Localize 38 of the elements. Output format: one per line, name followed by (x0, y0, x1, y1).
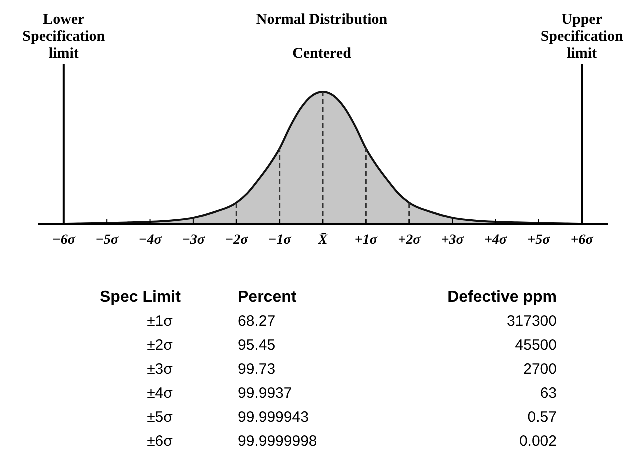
x-tick-label: +1σ (354, 233, 378, 248)
text: ±4σ (147, 385, 174, 402)
chart-subtitle: Centered (292, 46, 352, 62)
text: ±1σ (147, 313, 174, 330)
ref-line-label: Upper Specification limit (540, 12, 624, 62)
x-tick-label: X̄ (317, 232, 328, 248)
text: 99.9937 (238, 385, 292, 402)
text: ±6σ (147, 433, 174, 450)
x-tick-label: +4σ (484, 233, 508, 248)
text: Spec Limit (100, 289, 182, 306)
x-tick-label: −5σ (96, 233, 120, 248)
text: 68.27 (238, 313, 276, 330)
x-tick-label: +5σ (528, 233, 551, 248)
x-tick-label: −3σ (182, 233, 206, 248)
x-tick-label: +6σ (570, 233, 594, 248)
x-tick-label: +2σ (398, 233, 422, 248)
text: 99.999943 (238, 409, 309, 426)
ref-line-label: Lower Specification limit (22, 12, 106, 62)
text: 45500 (515, 337, 557, 354)
text: ±2σ (147, 337, 174, 354)
x-tick-label: −2σ (225, 233, 249, 248)
text: ±5σ (147, 409, 174, 426)
text: ±3σ (147, 361, 174, 378)
x-tick-label: −4σ (138, 233, 162, 248)
text: Defective ppm (448, 289, 557, 306)
text: 317300 (506, 313, 557, 330)
text: 99.73 (238, 361, 276, 378)
chart-title: Normal Distribution (256, 12, 388, 28)
x-tick-label: +3σ (441, 233, 464, 248)
x-tick-label: −6σ (52, 233, 76, 248)
text: Percent (238, 289, 298, 306)
text: 0.002 (519, 433, 557, 450)
text: 95.45 (238, 337, 276, 354)
text: 99.9999998 (238, 433, 318, 450)
text: 2700 (524, 361, 557, 378)
text: 0.57 (528, 409, 557, 426)
text: 63 (540, 385, 557, 402)
x-tick-label: −1σ (268, 233, 292, 248)
